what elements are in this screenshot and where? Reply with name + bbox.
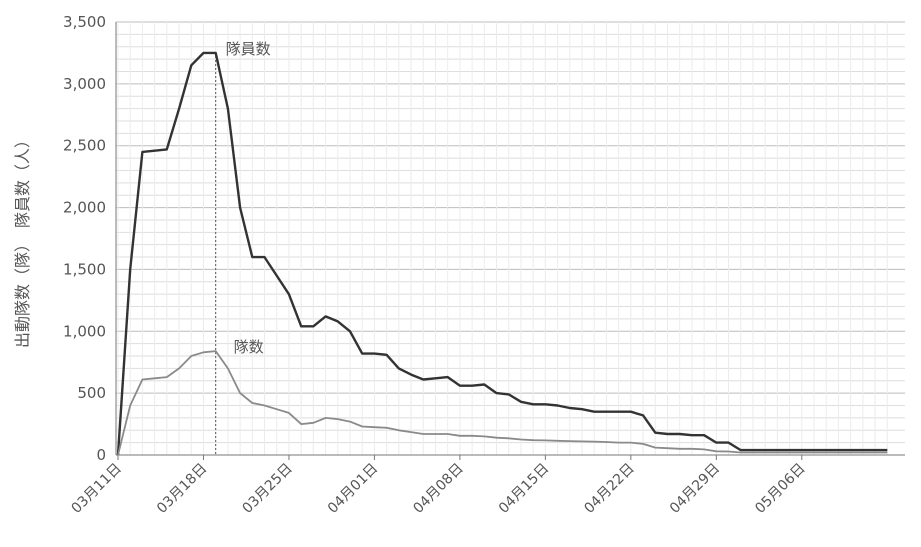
series-line-members bbox=[116, 51, 888, 456]
x-tick-label: 04月08日 bbox=[410, 461, 466, 517]
x-axis-ticks: 03月11日 03月18日 03月25日 04月01日 04月08日 04月15日 04月2… bbox=[69, 455, 809, 517]
series-label-units: 隊数 bbox=[234, 338, 264, 356]
x-tick-label: 03月18日 bbox=[154, 461, 210, 517]
x-tick-label: 04月29日 bbox=[667, 461, 723, 517]
y-tick-label: 1,500 bbox=[63, 260, 106, 278]
series-line-units bbox=[117, 350, 888, 456]
y-axis-label: 出動隊数（隊） 隊員数（人） bbox=[13, 132, 32, 348]
y-tick-label: 3,500 bbox=[63, 13, 106, 31]
y-axis-ticks: 0 500 1,000 1,500 2,000 2,500 3,000 3,500 bbox=[63, 13, 106, 464]
y-tick-label: 500 bbox=[77, 384, 106, 402]
y-tick-label: 3,000 bbox=[63, 75, 106, 93]
x-tick-label: 05月06日 bbox=[752, 461, 808, 517]
y-tick-label: 2,000 bbox=[63, 199, 106, 217]
x-tick-label: 03月11日 bbox=[69, 461, 125, 517]
x-tick-label: 04月22日 bbox=[581, 461, 637, 517]
y-tick-label: 0 bbox=[96, 446, 106, 464]
y-tick-label: 1,000 bbox=[63, 322, 106, 340]
x-tick-label: 04月01日 bbox=[325, 461, 381, 517]
grid-lines bbox=[115, 21, 905, 456]
x-tick-label: 03月25日 bbox=[239, 461, 295, 517]
x-tick-label: 04月15日 bbox=[496, 461, 552, 517]
series-label-members: 隊員数 bbox=[226, 40, 271, 58]
data-series bbox=[116, 51, 888, 456]
y-tick-label: 2,500 bbox=[63, 137, 106, 155]
